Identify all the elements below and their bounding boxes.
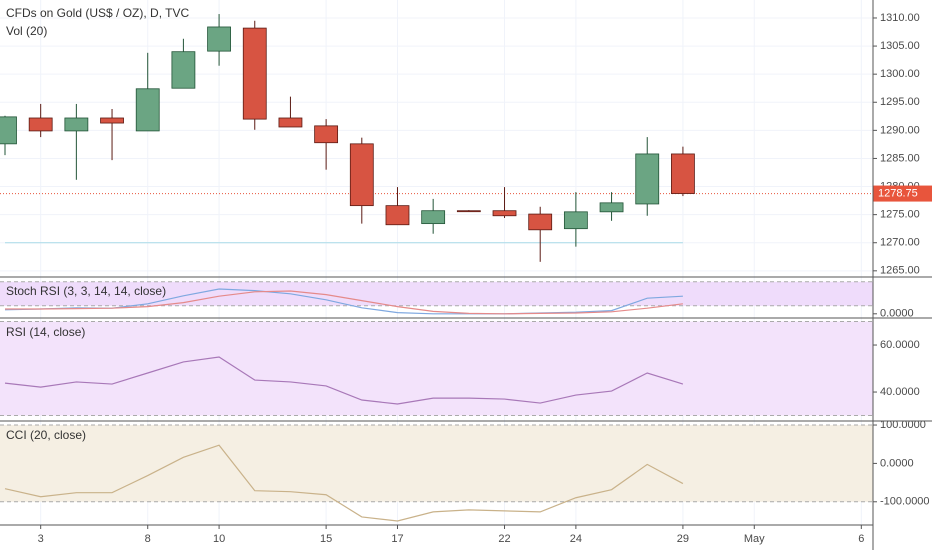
y-tick-label: 1275.00 — [880, 209, 920, 221]
candle-body — [671, 153, 695, 194]
pane-title: Stoch RSI (3, 3, 14, 14, close) — [6, 284, 166, 298]
y-tick-label: 40.0000 — [880, 386, 920, 398]
x-tick-label: 3 — [38, 533, 44, 545]
price-label-box — [873, 185, 932, 202]
candle-body — [349, 143, 374, 207]
candle-body — [385, 205, 410, 226]
candle-body — [421, 210, 446, 225]
pane-title: CCI (20, close) — [6, 428, 86, 442]
band-fill — [0, 281, 873, 306]
candle-body — [456, 210, 481, 213]
x-tick-label: 29 — [677, 533, 689, 545]
candle-body — [28, 117, 53, 132]
y-tick-label: 0.0000 — [880, 308, 914, 320]
y-tick-label: 0.0000 — [880, 457, 914, 469]
chart-subtitle: Vol (20) — [6, 24, 47, 38]
indicator-line — [4, 356, 684, 405]
x-tick-label: 10 — [213, 533, 225, 545]
candle-body — [207, 26, 231, 52]
candle-body — [100, 117, 124, 124]
candle-body — [135, 88, 160, 132]
candle-body — [563, 211, 588, 230]
x-tick-label: 6 — [858, 533, 864, 545]
pane-title: RSI (14, close) — [6, 325, 85, 339]
y-tick-label: 1300.00 — [880, 68, 920, 80]
x-tick-label: 24 — [570, 533, 582, 545]
candle-body — [314, 125, 339, 144]
y-tick-label: 100.0000 — [880, 419, 926, 431]
y-tick-label: 1305.00 — [880, 40, 920, 52]
y-tick-label: 1265.00 — [880, 265, 920, 277]
y-tick-label: 1290.00 — [880, 124, 920, 136]
candle-body — [635, 153, 660, 205]
y-tick-label: 1285.00 — [880, 152, 920, 164]
candle-body — [64, 117, 89, 132]
y-tick-label: 60.0000 — [880, 339, 920, 351]
y-tick-label: 1295.00 — [880, 96, 920, 108]
x-tick-label: 17 — [391, 533, 403, 545]
x-tick-label: May — [744, 533, 765, 545]
band-fill — [0, 321, 873, 416]
x-tick-label: 15 — [320, 533, 332, 545]
price-label: 1278.75 — [878, 187, 918, 199]
candle-body — [0, 116, 17, 145]
chart-title: CFDs on Gold (US$ / OZ), D, TVC — [6, 6, 189, 20]
candle-body — [528, 213, 553, 231]
x-tick-label: 8 — [145, 533, 151, 545]
y-tick-label: -100.0000 — [880, 496, 930, 508]
candle-body — [492, 210, 517, 217]
candle-body — [242, 27, 267, 120]
y-tick-label: 1310.00 — [880, 12, 920, 24]
indicator-line — [5, 290, 683, 315]
x-tick-label: 22 — [498, 533, 510, 545]
candle-body — [278, 117, 303, 128]
band-fill — [0, 425, 873, 502]
candle-body — [171, 51, 196, 89]
candle-body — [599, 202, 624, 213]
y-tick-label: 1270.00 — [880, 237, 920, 249]
indicator-line — [4, 444, 684, 522]
